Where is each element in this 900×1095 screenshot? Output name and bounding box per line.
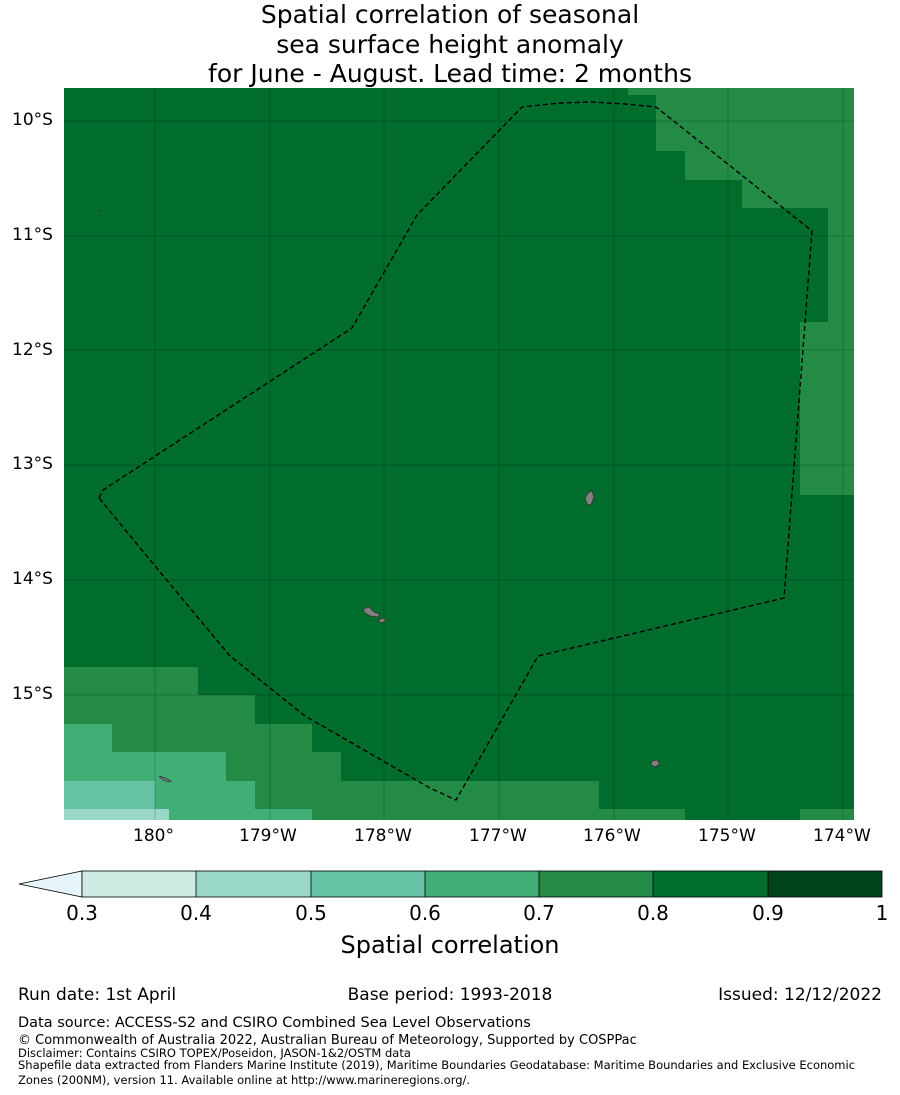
colorbar-segment-0-4 xyxy=(196,871,311,897)
data-source: Data source: ACCESS-S2 and CSIRO Combine… xyxy=(18,1015,531,1031)
colorbar-tick-0-8: 0.8 xyxy=(637,901,669,925)
colorbar xyxy=(18,870,883,898)
field-region-lower-right xyxy=(800,809,854,820)
lat-label-10s: 10°S xyxy=(12,110,53,130)
run-date: Run date: 1st April xyxy=(18,985,177,1005)
lat-label-12s: 12°S xyxy=(12,340,53,360)
map-title: Spatial correlation of seasonal sea surf… xyxy=(0,0,900,89)
colorbar-segment-0-3 xyxy=(82,871,196,897)
colorbar-segment-0-8 xyxy=(653,871,768,897)
island-upolu xyxy=(362,606,381,618)
lon-label-177w: 177°W xyxy=(469,826,527,846)
title-line-3: for June - August. Lead time: 2 months xyxy=(208,59,692,88)
lon-label-180: 180° xyxy=(133,826,174,846)
colorbar-segment-0-6 xyxy=(425,871,539,897)
lon-label-176w: 176°W xyxy=(583,826,641,846)
colorbar-outline xyxy=(81,870,883,898)
base-period: Base period: 1993-2018 xyxy=(347,985,553,1005)
colorbar-segment-0-9 xyxy=(768,871,882,897)
colorbar-tick-0-9: 0.9 xyxy=(752,901,784,925)
colorbar-tick-0-4: 0.4 xyxy=(180,901,212,925)
shapefile-credit-line-1: Shapefile data extracted from Flanders M… xyxy=(18,1058,856,1072)
shapefile-credit-line-2: Zones (200NM), version 11. Available onl… xyxy=(18,1073,471,1087)
field-region-upper-right xyxy=(628,88,854,495)
colorbar-tick-0-3: 0.3 xyxy=(66,901,98,925)
colorbar-segment-0-5 xyxy=(311,871,425,897)
copyright: © Commonwealth of Australia 2022, Austra… xyxy=(18,1033,637,1048)
colorbar-tick-0-7: 0.7 xyxy=(523,901,555,925)
lon-label-178w: 178°W xyxy=(354,826,412,846)
colorbar-tick-0-6: 0.6 xyxy=(409,901,441,925)
lat-label-11s: 11°S xyxy=(12,225,53,245)
correlation-field xyxy=(64,88,854,820)
eez-boundary xyxy=(98,101,813,801)
island-swains xyxy=(584,490,595,506)
gridlines xyxy=(64,88,854,820)
colorbar-label: Spatial correlation xyxy=(340,931,560,959)
disclaimer: Disclaimer: Contains CSIRO TOPEX/Poseido… xyxy=(18,1046,411,1060)
colorbar-segment-0-7 xyxy=(539,871,653,897)
island-small-left xyxy=(158,775,172,783)
colorbar-tick-0-5: 0.5 xyxy=(295,901,327,925)
field-region-corner-0-4 xyxy=(64,809,169,820)
lat-label-15s: 15°S xyxy=(12,684,53,704)
title-line-2: sea surface height anomaly xyxy=(276,29,624,59)
island-niuatoputapu xyxy=(650,759,661,768)
lat-label-13s: 13°S xyxy=(12,454,53,474)
lat-label-14s: 14°S xyxy=(12,569,53,589)
colorbar-dividers xyxy=(195,871,769,897)
colorbar-under-triangle xyxy=(18,870,83,898)
lon-label-175w: 175°W xyxy=(698,826,756,846)
title-line-1: Spatial correlation of seasonal xyxy=(260,0,640,29)
lon-label-174w: 174°W xyxy=(813,826,871,846)
colorbar-tick-1: 1 xyxy=(875,901,889,925)
island-dot xyxy=(98,209,100,211)
island-savaii-small xyxy=(377,617,387,624)
lon-label-179w: 179°W xyxy=(239,826,297,846)
issued-date: Issued: 12/12/2022 xyxy=(718,985,882,1005)
